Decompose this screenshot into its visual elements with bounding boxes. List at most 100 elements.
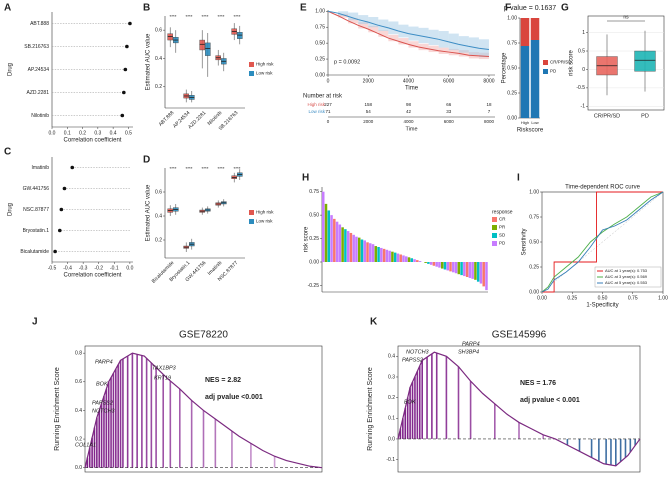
bar <box>427 262 430 264</box>
legend-label: PR <box>499 225 506 230</box>
y-tick-label: 0.4 <box>155 56 162 62</box>
category-label: Low <box>531 120 538 125</box>
bar <box>393 252 397 262</box>
legend-swatch <box>492 241 497 246</box>
bar <box>454 262 458 274</box>
bar <box>374 246 378 262</box>
y-axis-label: Estimated AUC value <box>146 184 152 241</box>
bar <box>435 262 438 267</box>
x-tick-label: -0.5 <box>48 265 57 271</box>
category-label: AZD.2281 <box>26 90 49 96</box>
category-label: GW.441756 <box>23 186 50 192</box>
confidence-band <box>398 38 409 45</box>
significance: **** <box>169 166 176 171</box>
bar <box>335 221 339 262</box>
dot <box>62 186 67 191</box>
confidence-band <box>468 37 479 56</box>
y-tick-label: 0.2 <box>155 237 162 243</box>
box <box>199 39 205 51</box>
bar <box>352 234 355 262</box>
significance: ns <box>623 14 629 20</box>
x-tick-label: -0.1 <box>110 265 119 271</box>
panel-letter: F <box>505 3 511 14</box>
legend-label: PD <box>499 241 506 246</box>
y-tick-label: 1.00 <box>507 15 517 21</box>
table-tick-label: 0 <box>327 119 330 124</box>
confidence-band <box>448 33 459 51</box>
category-label: Nilotinib <box>31 113 49 119</box>
bar <box>416 260 419 262</box>
panel-letter: H <box>302 173 309 184</box>
bar <box>346 231 350 262</box>
y-axis-label: Running Enrichment Score <box>367 367 374 451</box>
bar <box>405 256 408 262</box>
nes: NES = 2.82 <box>205 377 241 384</box>
x-tick-label: 4000 <box>403 78 414 84</box>
y-tick-label: 0.50 <box>309 212 319 218</box>
legend-label: SD <box>499 233 506 238</box>
bar <box>449 262 452 272</box>
plot-frame <box>587 15 665 111</box>
bar <box>452 262 455 273</box>
bar <box>424 262 427 263</box>
risk-table-title: Number at risk <box>303 94 343 100</box>
legend-label: High risk <box>256 210 274 215</box>
y-tick-label: 0.6 <box>155 27 162 33</box>
confidence-band <box>378 19 389 32</box>
bar <box>443 262 447 270</box>
y-tick-label: 1 <box>582 30 585 36</box>
panel-letter: D <box>143 155 150 166</box>
panel-letter: B <box>143 3 150 14</box>
x-tick-label: -0.3 <box>79 265 88 271</box>
x-tick-label: 1.00 <box>658 295 668 301</box>
adj-pvalue: adj pvalue < 0.001 <box>520 397 580 404</box>
confidence-band <box>458 36 469 53</box>
y-axis-label: risk score <box>304 226 310 252</box>
confidence-band <box>428 45 439 53</box>
legend-title: response <box>492 209 513 215</box>
confidence-band <box>478 39 489 58</box>
y-tick-label: 0.1 <box>388 416 395 422</box>
significance: **** <box>233 166 240 171</box>
gene-label: PAPSS2 <box>92 400 113 406</box>
bar <box>338 224 342 262</box>
confidence-band <box>378 30 389 37</box>
bar-segment <box>530 18 540 40</box>
bar <box>382 248 386 262</box>
bar <box>432 262 436 266</box>
bar <box>482 262 485 287</box>
confidence-band <box>408 26 419 41</box>
bar <box>330 215 333 262</box>
category-label: AZD.2281 <box>187 110 207 130</box>
risk-count: 227 <box>324 102 332 107</box>
chart-title: Time-dependent ROC curve <box>565 185 640 191</box>
y-tick-label: 0.25 <box>315 56 325 62</box>
confidence-band <box>348 18 359 24</box>
significance: **** <box>233 14 240 19</box>
bar <box>344 229 347 262</box>
bar <box>457 262 461 275</box>
confidence-band <box>388 21 399 35</box>
dot <box>128 21 132 26</box>
y-tick-label: 0.50 <box>315 40 325 46</box>
y-tick-label: 0.4 <box>75 408 82 414</box>
bar <box>363 240 366 262</box>
y-tick-label: 0.2 <box>388 395 395 401</box>
risk-count: 158 <box>364 102 372 107</box>
gene-label: COL1A1 <box>75 442 96 448</box>
y-axis-label: Percentage <box>502 52 508 83</box>
confidence-band <box>358 22 369 29</box>
y-tick-label: 0.4 <box>388 354 395 360</box>
category-label: CR/PR/SD <box>594 113 620 119</box>
bar <box>357 237 361 262</box>
panel-letter: J <box>32 317 38 328</box>
x-tick-label: 0.4 <box>110 130 117 136</box>
confidence-band <box>418 43 429 51</box>
x-tick-label: 0.25 <box>567 295 577 301</box>
risk-count: 54 <box>366 109 372 114</box>
bar <box>385 249 389 262</box>
category-label: AP.24534 <box>28 67 50 73</box>
box <box>205 42 211 56</box>
bar <box>471 262 474 279</box>
y-tick-label: 0.2 <box>155 84 162 90</box>
